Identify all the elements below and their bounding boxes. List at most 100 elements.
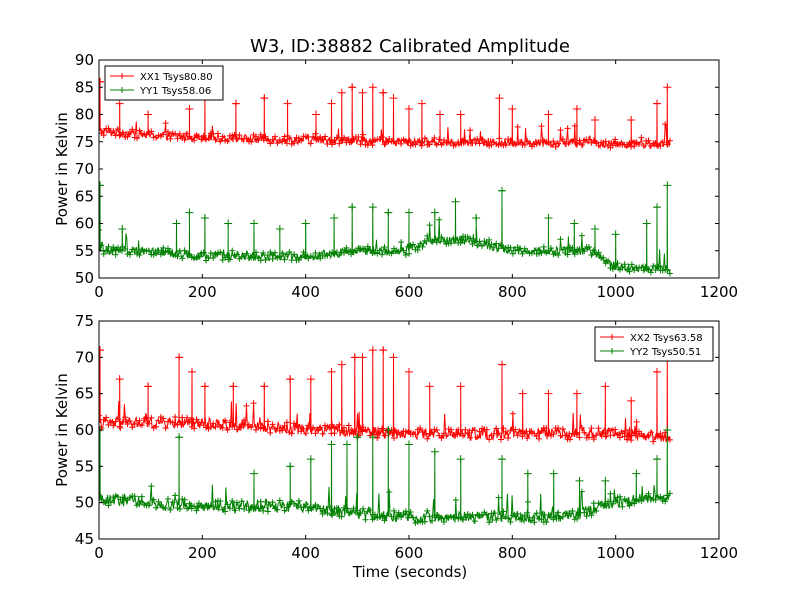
data-point <box>214 130 221 137</box>
legend-box <box>594 326 714 362</box>
data-point <box>219 133 226 140</box>
data-point <box>331 430 338 437</box>
data-point <box>205 135 212 142</box>
data-point <box>379 425 386 432</box>
data-point <box>601 476 610 485</box>
data-point <box>172 414 179 421</box>
data-point <box>421 518 428 525</box>
y-tick-label: 55 <box>75 242 94 260</box>
data-point <box>426 513 433 520</box>
data-point <box>283 504 290 511</box>
data-point <box>645 433 652 440</box>
data-point <box>348 203 357 212</box>
data-point <box>279 138 286 145</box>
data-point <box>343 139 350 146</box>
data-point <box>524 435 531 442</box>
data-point <box>436 136 443 143</box>
data-point <box>379 133 386 140</box>
data-point <box>260 507 267 514</box>
data-point <box>588 252 595 259</box>
data-point <box>360 131 367 138</box>
data-point <box>590 436 597 443</box>
data-point <box>264 418 271 425</box>
data-point <box>666 270 673 277</box>
data-point <box>210 420 217 427</box>
data-point <box>626 268 633 275</box>
data-point <box>110 422 117 429</box>
data-point <box>653 455 661 464</box>
legend-item: XX1 Tsys80.80 <box>110 72 213 83</box>
data-point <box>207 424 214 431</box>
data-point <box>419 243 426 250</box>
data-point <box>509 139 516 146</box>
data-point <box>602 430 609 437</box>
data-point <box>99 125 102 132</box>
data-point <box>283 140 290 147</box>
data-point <box>286 249 293 256</box>
data-point <box>186 418 193 425</box>
data-point <box>164 495 171 502</box>
data-point <box>305 507 312 514</box>
data-point <box>616 493 623 500</box>
data-point <box>229 498 236 505</box>
data-point <box>495 494 502 501</box>
data-point <box>456 455 465 464</box>
data-point <box>430 447 439 456</box>
data-point <box>175 433 184 442</box>
data-point <box>193 507 200 514</box>
data-point <box>129 126 136 133</box>
data-point <box>612 264 619 271</box>
data-point <box>433 239 440 246</box>
data-point <box>148 414 155 421</box>
data-point <box>274 506 281 513</box>
data-point <box>467 235 474 242</box>
data-point <box>638 134 645 141</box>
data-point <box>126 418 133 425</box>
data-point <box>236 132 243 139</box>
legend-label: XX1 Tsys80.80 <box>140 72 213 83</box>
data-point <box>512 426 519 433</box>
data-point <box>115 99 124 108</box>
data-point <box>583 513 590 520</box>
data-point <box>471 518 478 525</box>
data-point <box>122 246 129 253</box>
data-point <box>253 249 260 256</box>
data-point <box>283 99 292 108</box>
data-point <box>578 142 585 149</box>
data-point <box>172 492 179 499</box>
data-point <box>440 518 447 525</box>
data-point <box>595 425 602 432</box>
data-point <box>624 497 631 504</box>
data-point <box>645 490 652 497</box>
data-point <box>338 513 345 520</box>
data-point <box>429 138 436 145</box>
series-line <box>99 81 671 150</box>
data-point <box>99 181 105 190</box>
data-point <box>619 430 626 437</box>
data-point <box>115 416 122 423</box>
data-point <box>628 143 635 150</box>
data-point <box>229 247 236 254</box>
series-markers <box>99 77 673 151</box>
data-point <box>611 230 620 239</box>
data-point <box>257 257 264 264</box>
data-point <box>578 424 585 431</box>
x-tick-label: 200 <box>188 283 217 301</box>
data-point <box>624 436 631 443</box>
data-point <box>436 110 444 119</box>
data-point <box>388 250 395 257</box>
data-point <box>653 203 661 212</box>
data-point <box>167 506 174 513</box>
y-tick-label: 90 <box>75 51 94 69</box>
data-point <box>601 382 610 391</box>
data-point <box>414 247 421 254</box>
data-point <box>564 125 571 132</box>
data-point <box>574 515 581 522</box>
data-point <box>281 507 288 514</box>
data-point <box>184 414 191 421</box>
data-point <box>486 519 493 526</box>
data-point <box>148 483 155 490</box>
y-tick-label: 75 <box>75 312 94 330</box>
x-tick-label: 800 <box>498 544 527 562</box>
data-point <box>288 430 295 437</box>
